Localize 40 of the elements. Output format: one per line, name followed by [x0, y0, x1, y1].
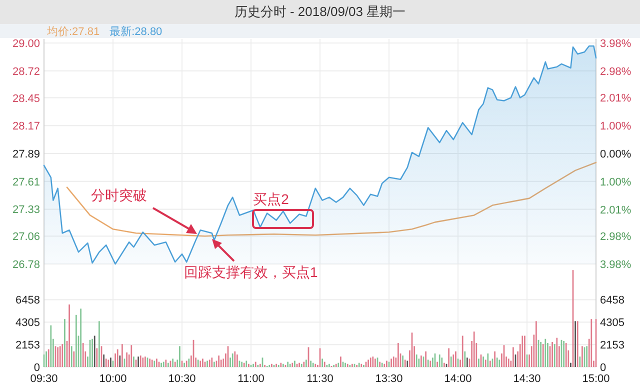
- y2-tick-label: 1.00%: [600, 120, 632, 133]
- x-tick-label: 14:00: [444, 373, 472, 385]
- y-tick-label: 27.06: [12, 231, 40, 244]
- x-tick-label: 15:00: [582, 373, 610, 385]
- y2-tick-label: 2.98%: [600, 66, 632, 78]
- annotation: 分时突破: [91, 187, 147, 203]
- x-tick-label: 14:30: [513, 373, 541, 385]
- y2-tick-label: 4305: [600, 317, 624, 330]
- y2-tick-label: 3.98%: [600, 38, 632, 50]
- y2-tick-label: 0.00%: [600, 148, 632, 160]
- x-tick-label: 10:00: [99, 373, 127, 385]
- y-tick-label: 28.72: [12, 66, 40, 78]
- y2-tick-label: 2.01%: [600, 204, 632, 216]
- y2-tick-label: 2153: [600, 340, 624, 352]
- y2-tick-label: 2.01%: [600, 92, 632, 105]
- x-tick-label: 10:30: [168, 373, 196, 385]
- chart-title: 历史分时 - 2018/09/03 星期一: [234, 4, 406, 19]
- annotation: 买点2: [253, 191, 290, 207]
- y-tick-label: 27.61: [12, 176, 40, 188]
- y2-tick-label: 3.98%: [600, 259, 632, 271]
- x-tick-label: 11:30: [306, 373, 334, 385]
- text: 最新:28.80: [110, 25, 162, 38]
- x-tick-label: 13:30: [375, 373, 403, 385]
- y-tick-label: 28.45: [12, 92, 40, 105]
- y-tick-label: 2153: [16, 340, 40, 352]
- x-tick-label: 11:00: [238, 373, 264, 385]
- y2-tick-label: 0: [600, 362, 606, 374]
- y-tick-label: 26.78: [12, 259, 40, 271]
- x-tick-label: 09:30: [30, 373, 58, 385]
- y2-tick-label: 1.00%: [600, 176, 632, 188]
- y-tick-label: 28.17: [12, 120, 40, 133]
- y-tick-label: 0: [34, 362, 40, 374]
- text: 均价:27.81: [46, 26, 100, 38]
- y-tick-label: 6458: [16, 294, 40, 307]
- y-tick-label: 27.33: [12, 204, 40, 216]
- y-tick-label: 29.00: [12, 38, 40, 50]
- y-tick-label: 4305: [16, 317, 40, 330]
- y-tick-label: 27.89: [12, 148, 40, 160]
- y2-tick-label: 2.98%: [600, 231, 632, 244]
- y2-tick-label: 6458: [600, 294, 624, 307]
